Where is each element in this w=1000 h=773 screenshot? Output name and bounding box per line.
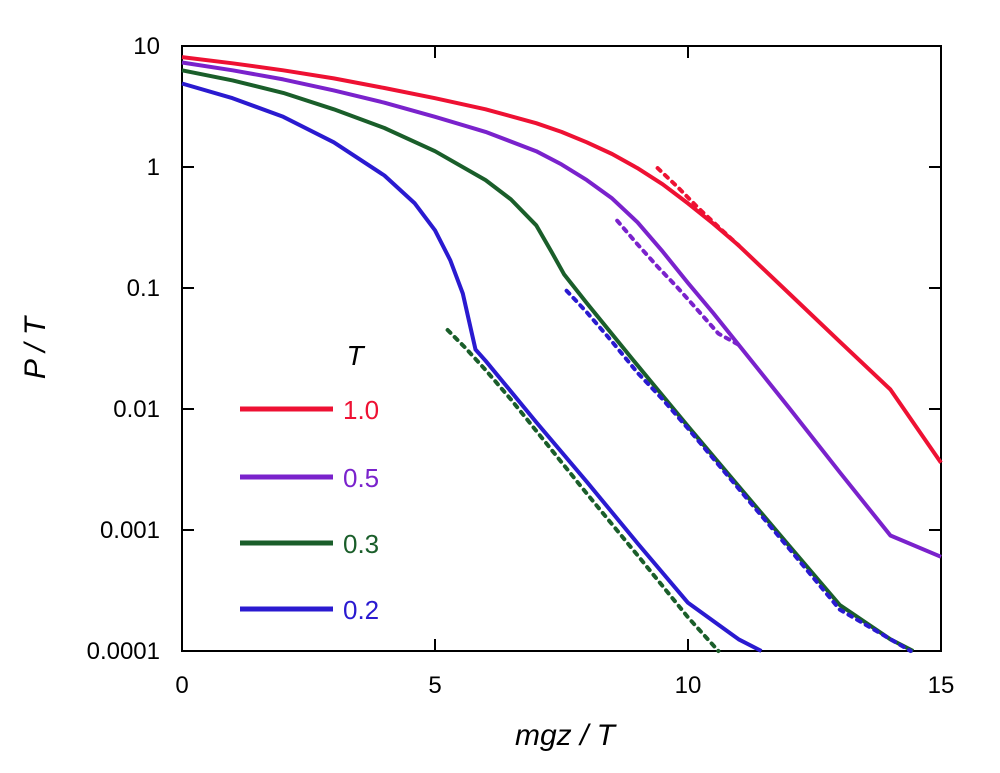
plot-frame [181,45,942,652]
legend-label-0.2: 0.2 [343,595,379,625]
y-tick-label: 1 [147,154,160,181]
series-line-0.2 [181,81,763,653]
y-tick-label: 0.1 [127,275,160,302]
legend-title: T [346,340,365,371]
series-line-0.5 [181,60,942,559]
series-line-0.3 [181,68,915,653]
series-line-1.0 [181,55,943,464]
y-tick-label: 0.001 [100,517,160,544]
legend: T 1.0 0.5 0.3 0.2 [240,340,379,625]
legend-label-0.3: 0.3 [343,529,379,559]
series-line-dotted-0.5 [615,218,741,347]
series-line-dotted-0.3 [445,328,721,653]
x-tick-label: 0 [175,672,188,699]
y-tick-label: 0.01 [113,396,160,423]
y-tick-label: 10 [133,33,160,60]
y-axis-title: P / T [19,314,52,379]
axis-ticks: 0 5 10 15 0.0001 0.001 0.01 0.1 1 10 [87,33,955,699]
x-tick-label: 5 [428,672,441,699]
legend-label-1.0: 1.0 [343,395,379,425]
series-layer [181,55,943,653]
series-line-dotted-0.2 [564,288,913,653]
y-tick-label: 0.0001 [87,638,160,665]
x-tick-label: 10 [675,672,702,699]
legend-label-0.5: 0.5 [343,463,379,493]
x-axis-title: mgz / T [515,719,618,752]
x-tick-label: 15 [928,672,955,699]
